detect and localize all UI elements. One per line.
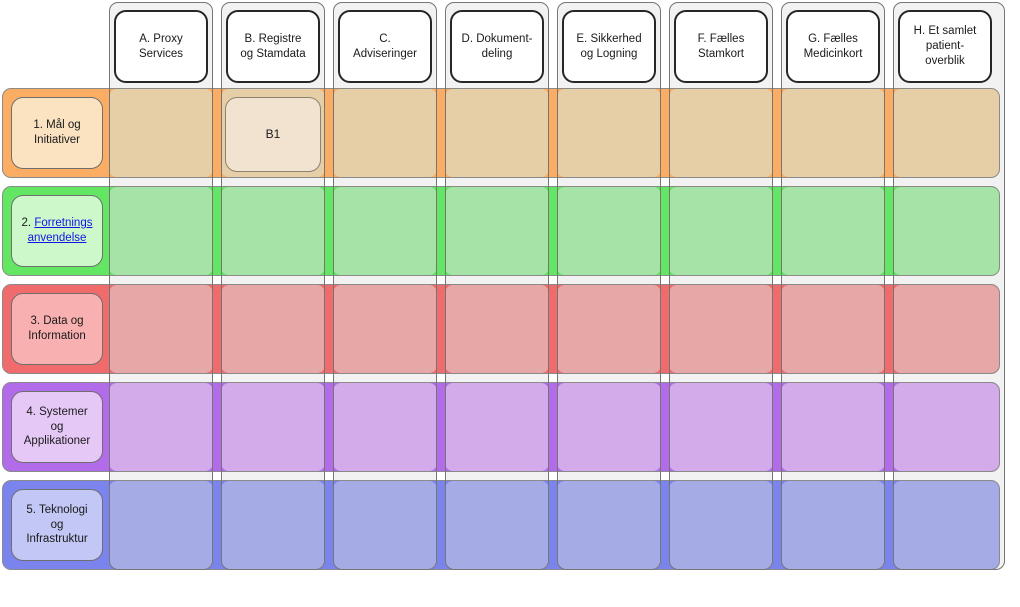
cell-3b	[221, 285, 325, 373]
row-header-2[interactable]: 2. Forretnings anvendelse	[11, 195, 103, 267]
cell-5b	[221, 481, 325, 569]
column-header-c[interactable]: C. Adviseringer	[338, 10, 432, 83]
column-header-h[interactable]: H. Et samlet patient- overblik	[898, 10, 992, 83]
cell-3g	[781, 285, 885, 373]
cell-1f	[669, 89, 773, 177]
cell-4f	[669, 383, 773, 471]
cell-5e	[557, 481, 661, 569]
shape-b1[interactable]: B1	[225, 97, 321, 172]
row-2-band	[2, 186, 1000, 276]
cell-2b	[221, 187, 325, 275]
cell-1e	[557, 89, 661, 177]
cell-1c	[333, 89, 437, 177]
row-header-3[interactable]: 3. Data og Information	[11, 293, 103, 365]
cell-2h	[893, 187, 999, 275]
cell-3a	[109, 285, 213, 373]
row-1-band	[2, 88, 1000, 178]
cell-3d	[445, 285, 549, 373]
row-4-band	[2, 382, 1000, 472]
cell-1h	[893, 89, 999, 177]
cell-1d	[445, 89, 549, 177]
cell-2f	[669, 187, 773, 275]
cell-5c	[333, 481, 437, 569]
cell-5f	[669, 481, 773, 569]
cell-5d	[445, 481, 549, 569]
cell-1g	[781, 89, 885, 177]
cell-5h	[893, 481, 999, 569]
cell-2a	[109, 187, 213, 275]
cell-4d	[445, 383, 549, 471]
cell-4c	[333, 383, 437, 471]
cell-4g	[781, 383, 885, 471]
cell-4h	[893, 383, 999, 471]
cell-4e	[557, 383, 661, 471]
row-header-label: 2. Forretnings anvendelse	[22, 216, 93, 246]
cell-5g	[781, 481, 885, 569]
cell-2c	[333, 187, 437, 275]
cell-2d	[445, 187, 549, 275]
cell-3e	[557, 285, 661, 373]
column-header-f[interactable]: F. Fælles Stamkort	[674, 10, 768, 83]
column-header-a[interactable]: A. Proxy Services	[114, 10, 208, 83]
row-header-5[interactable]: 5. Teknologi og Infrastruktur	[11, 489, 103, 561]
cell-4b	[221, 383, 325, 471]
column-header-e[interactable]: E. Sikkerhed og Logning	[562, 10, 656, 83]
cell-2e	[557, 187, 661, 275]
row-3-band	[2, 284, 1000, 374]
row-label-prefix: 2.	[21, 217, 35, 230]
cell-2g	[781, 187, 885, 275]
cell-1a	[109, 89, 213, 177]
row-header-4[interactable]: 4. Systemer og Applikationer	[11, 391, 103, 463]
cell-5a	[109, 481, 213, 569]
column-header-d[interactable]: D. Dokument- deling	[450, 10, 544, 83]
cell-4a	[109, 383, 213, 471]
column-header-b[interactable]: B. Registre og Stamdata	[226, 10, 320, 83]
cell-3h	[893, 285, 999, 373]
forretningsanvendelse-link[interactable]: Forretnings anvendelse	[27, 217, 93, 244]
row-header-1[interactable]: 1. Mål og Initiativer	[11, 97, 103, 169]
column-header-g[interactable]: G. Fælles Medicinkort	[786, 10, 880, 83]
cell-3f	[669, 285, 773, 373]
cell-3c	[333, 285, 437, 373]
row-5-band	[2, 480, 1000, 570]
